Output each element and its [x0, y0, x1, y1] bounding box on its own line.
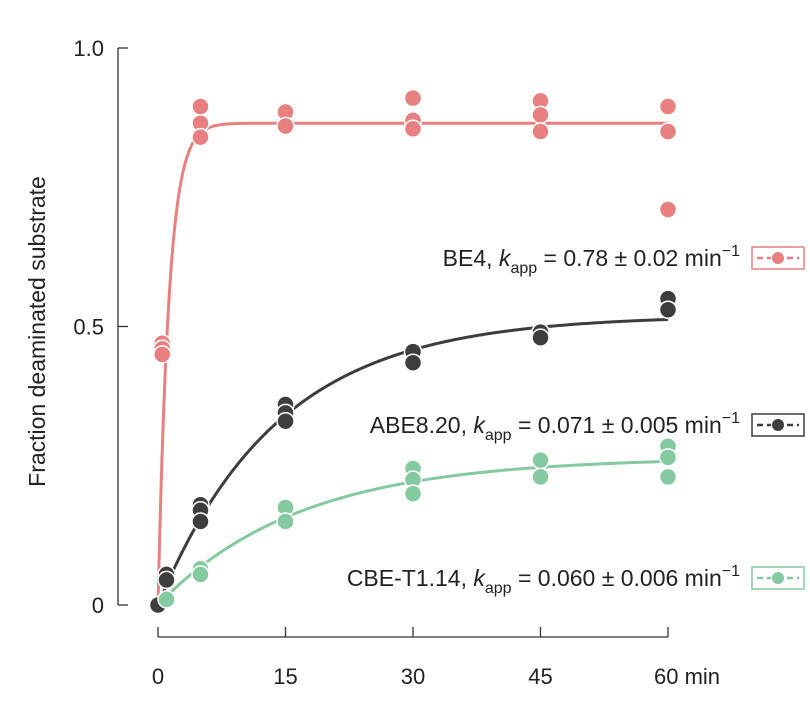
data-point-CBE-T1.14 — [191, 565, 210, 584]
data-point-CBE-T1.14 — [531, 467, 550, 487]
data-point-ABE8.20 — [531, 328, 550, 347]
data-point-ABE8.20 — [403, 353, 423, 372]
legend-label-ABE8.20: ABE8.20, kapp = 0.071 ± 0.005 min−1 — [370, 410, 740, 444]
y-tick-label: 1.0 — [73, 36, 104, 61]
data-point-ABE8.20 — [191, 512, 210, 531]
x-tick-label: 45 — [528, 664, 552, 689]
data-point-BE4 — [403, 119, 423, 139]
data-point-BE4 — [658, 97, 678, 116]
data-point-BE4 — [531, 105, 550, 125]
data-point-ABE8.20 — [658, 300, 678, 320]
legend-key-marker-ABE8.20 — [771, 418, 785, 432]
data-point-CBE-T1.14 — [276, 512, 295, 531]
legend: BE4, kapp = 0.78 ± 0.02 min−1 ABE8.20, ka… — [347, 243, 805, 597]
data-point-CBE-T1.14 — [658, 467, 678, 487]
data-point-BE4 — [658, 122, 678, 141]
data-point-CBE-T1.14 — [658, 448, 678, 467]
legend-key-marker-CBE-T1.14 — [771, 571, 785, 585]
legend-label-CBE-T1.14: CBE-T1.14, kapp = 0.060 ± 0.006 min−1 — [347, 563, 740, 597]
x-tick-label: 0 — [152, 664, 164, 689]
data-point-CBE-T1.14 — [157, 590, 176, 609]
data-point-CBE-T1.14 — [403, 484, 423, 503]
data-point-BE4 — [531, 122, 550, 141]
data-point-ABE8.20 — [276, 411, 295, 431]
axes: 0 0.5 1.0 0 15 30 45 60 min Fraction deaminated … — [24, 36, 720, 689]
data-point-BE4 — [153, 345, 172, 364]
y-axis-title: Fraction deaminated substrate — [24, 176, 50, 487]
data-point-BE4 — [658, 200, 678, 219]
data-point-CBE-T1.14 — [531, 450, 550, 470]
x-tick-label: 15 — [273, 664, 297, 689]
data-point-BE4 — [191, 97, 210, 116]
data-points — [148, 88, 678, 615]
legend-key-marker-BE4 — [771, 251, 785, 265]
data-point-ABE8.20 — [157, 570, 176, 590]
data-point-BE4 — [276, 116, 295, 136]
y-tick-label: 0 — [92, 593, 104, 618]
x-tick-label: 60 min — [654, 664, 720, 689]
legend-label-BE4: BE4, kapp = 0.78 ± 0.02 min−1 — [443, 243, 740, 277]
y-tick-label: 0.5 — [73, 315, 104, 340]
data-point-BE4 — [403, 88, 423, 108]
data-point-BE4 — [191, 127, 210, 147]
x-tick-label: 30 — [401, 664, 425, 689]
